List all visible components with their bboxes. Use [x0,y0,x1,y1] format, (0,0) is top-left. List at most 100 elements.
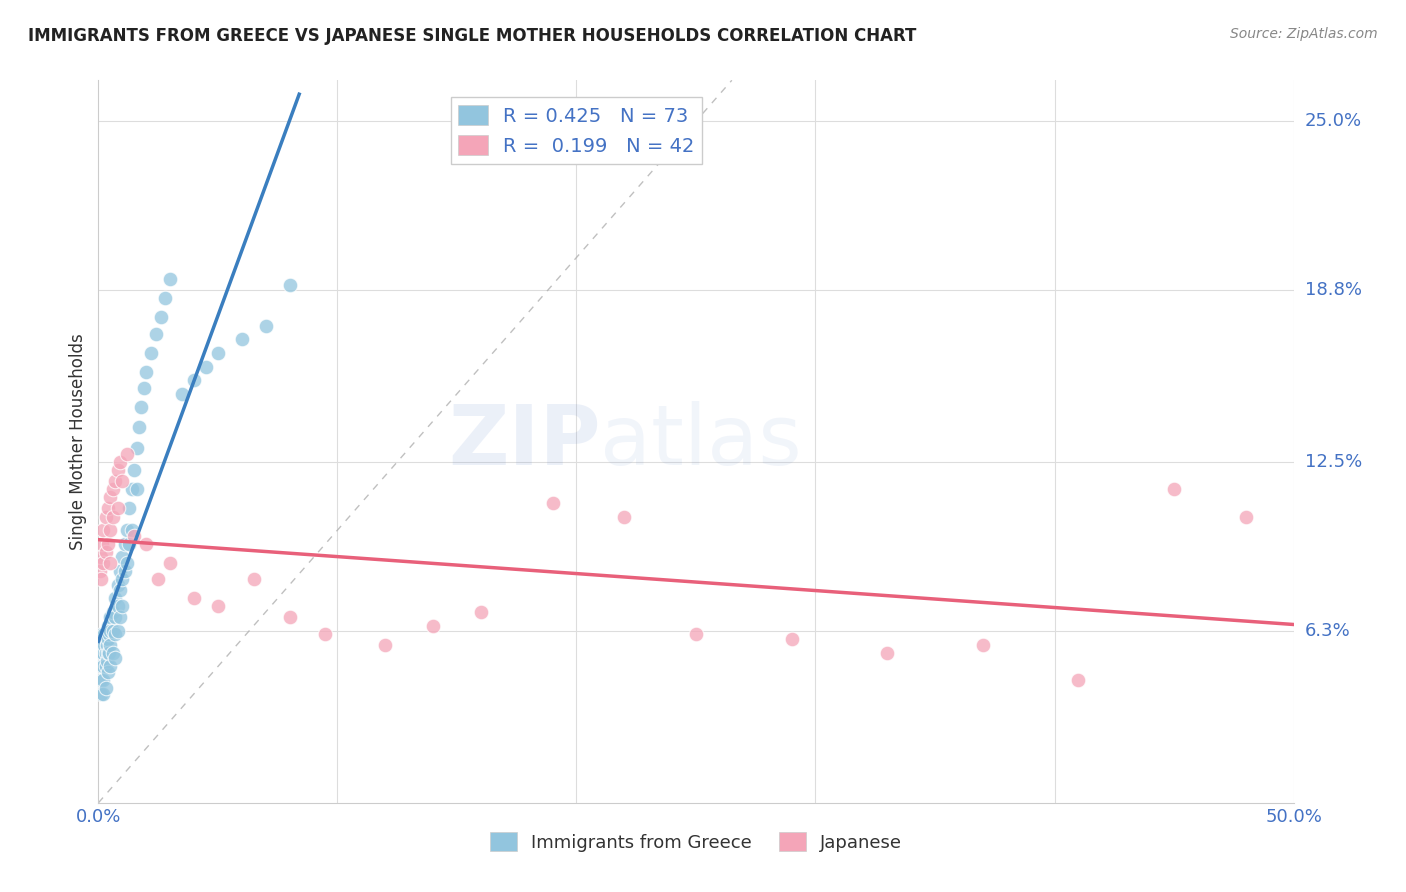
Point [470,605,492,619]
Point [97,665,120,679]
Point [207,599,229,614]
Point [231,332,253,346]
Point [98,523,122,537]
Point [132,381,155,395]
Point [121,482,143,496]
Point [97,501,120,516]
Point [125,442,148,456]
Point [159,556,181,570]
Point [131,401,153,415]
Point [98,638,122,652]
Point [111,550,134,565]
Point [422,618,444,632]
Point [90,632,112,647]
Point [541,496,564,510]
Point [149,310,172,325]
Point [139,346,162,360]
Point [278,610,301,624]
Text: 18.8%: 18.8% [1305,281,1361,299]
Point [91,523,114,537]
Point [101,605,124,619]
Point [780,632,803,647]
Point [1234,509,1257,524]
Text: 25.0%: 25.0% [1305,112,1362,130]
Point [90,659,112,673]
Point [135,365,157,379]
Point [111,572,134,586]
Point [108,583,131,598]
Point [97,618,120,632]
Point [183,591,205,606]
Point [91,626,114,640]
Point [98,659,122,673]
Text: IMMIGRANTS FROM GREECE VS JAPANESE SINGLE MOTHER HOUSEHOLDS CORRELATION CHART: IMMIGRANTS FROM GREECE VS JAPANESE SINGL… [28,27,917,45]
Point [104,610,127,624]
Point [91,659,114,673]
Point [145,326,167,341]
Point [101,482,124,496]
Point [374,638,396,652]
Point [128,419,150,434]
Point [108,455,131,469]
Point [101,624,124,638]
Point [94,646,117,660]
Point [94,632,117,647]
Point [876,646,898,660]
Point [90,687,112,701]
Point [243,572,266,586]
Point [107,624,129,638]
Point [172,387,194,401]
Point [89,646,111,660]
Point [107,463,129,477]
Point [118,501,141,516]
Text: 12.5%: 12.5% [1305,453,1362,471]
Point [101,509,124,524]
Point [89,564,111,578]
Point [104,474,127,488]
Point [93,626,115,640]
Point [195,359,218,374]
Y-axis label: Single Mother Households: Single Mother Households [69,334,87,549]
Point [104,626,127,640]
Point [159,272,181,286]
Point [108,564,131,578]
Point [155,292,177,306]
Point [124,463,146,477]
Point [94,509,117,524]
Point [254,318,277,333]
Point [96,638,118,652]
Point [91,556,114,570]
Point [111,599,134,614]
Point [90,572,112,586]
Point [97,646,120,660]
Point [613,509,636,524]
Point [121,523,143,537]
Point [98,491,122,505]
Point [101,646,124,660]
Point [98,624,122,638]
Text: ZIP: ZIP [449,401,600,482]
Point [93,638,115,652]
Point [278,277,301,292]
Point [183,373,205,387]
Point [115,556,138,570]
Point [1067,673,1090,687]
Point [104,651,127,665]
Point [148,572,170,586]
Point [96,654,118,668]
Point [107,501,129,516]
Point [108,610,131,624]
Point [114,537,136,551]
Point [91,537,114,551]
Point [98,626,121,640]
Text: atlas: atlas [600,401,801,482]
Legend: Immigrants from Greece, Japanese: Immigrants from Greece, Japanese [482,825,910,859]
Point [94,681,117,696]
Point [125,482,148,496]
Point [1163,482,1185,496]
Point [104,591,127,606]
Point [315,626,337,640]
Point [90,673,112,687]
Text: 6.3%: 6.3% [1305,622,1350,640]
Text: Source: ZipAtlas.com: Source: ZipAtlas.com [1230,27,1378,41]
